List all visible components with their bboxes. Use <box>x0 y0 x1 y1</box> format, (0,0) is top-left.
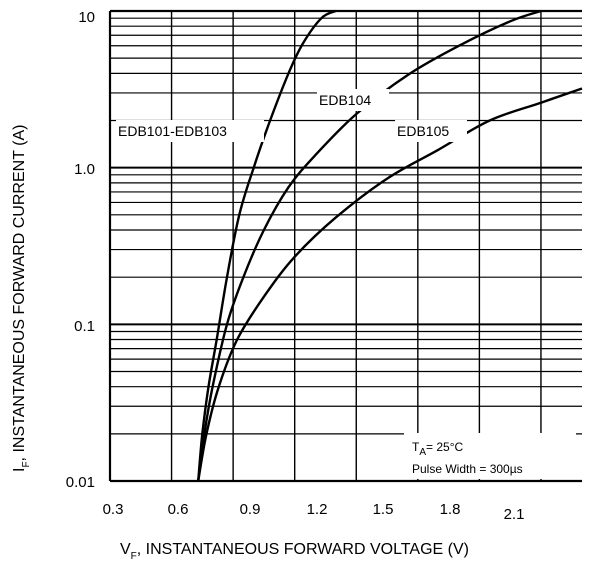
y-tick-label: 10 <box>78 9 95 26</box>
x-tick-label: 2.1 <box>504 506 525 523</box>
y-tick-label: 0.1 <box>74 318 95 335</box>
curve-label-bg <box>116 120 264 142</box>
x-tick-label: 0.6 <box>168 501 189 518</box>
x-tick-label: 1.8 <box>440 501 461 518</box>
x-tick-label: 1.2 <box>307 501 328 518</box>
series-line-2 <box>197 87 583 482</box>
curve-label-edb101-edb103: EDB101-EDB103 <box>118 123 227 139</box>
temperature-note: TA= 25°C <box>412 440 464 458</box>
y-tick-label: 0.01 <box>66 474 95 491</box>
y-tick-label: 1.0 <box>74 161 95 178</box>
x-tick-label: 0.9 <box>240 501 261 518</box>
curve-label-edb104: EDB104 <box>319 92 371 108</box>
pulse-width-note: Pulse Width = 300µs <box>412 462 523 476</box>
curve-label-bg <box>395 120 467 142</box>
x-axis-label: VF, INSTANTANEOUS FORWARD VOLTAGE (V) <box>120 541 469 562</box>
y-axis-label: IF, INSTANTANEOUS FORWARD CURRENT (A) <box>11 125 32 472</box>
series-line-0 <box>197 9 337 482</box>
curve-label-edb105: EDB105 <box>397 123 449 139</box>
x-tick-label: 1.5 <box>373 501 394 518</box>
curve-label-bg <box>317 89 389 111</box>
conditions-box <box>404 433 576 479</box>
grid <box>108 9 582 483</box>
curves <box>197 9 583 482</box>
x-tick-label: 0.3 <box>103 501 124 518</box>
series-line-1 <box>197 9 542 482</box>
